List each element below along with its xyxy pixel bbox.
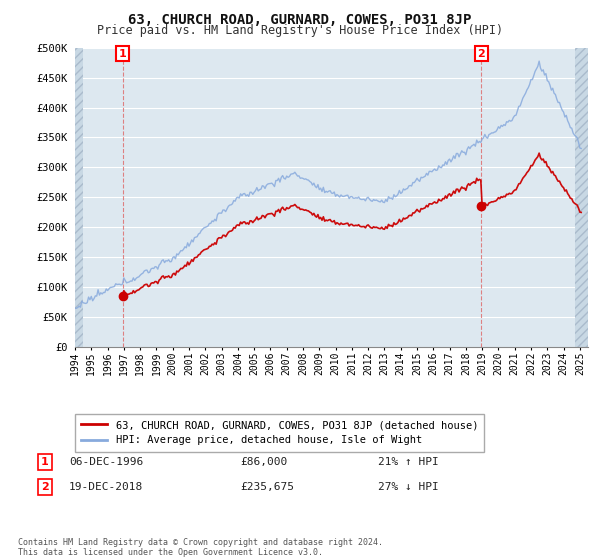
Text: 1: 1 (41, 457, 49, 467)
Text: 19-DEC-2018: 19-DEC-2018 (69, 482, 143, 492)
Text: 27% ↓ HPI: 27% ↓ HPI (378, 482, 439, 492)
Text: 1: 1 (119, 49, 127, 59)
Text: Price paid vs. HM Land Registry's House Price Index (HPI): Price paid vs. HM Land Registry's House … (97, 24, 503, 36)
Text: 21% ↑ HPI: 21% ↑ HPI (378, 457, 439, 467)
Text: £86,000: £86,000 (240, 457, 287, 467)
Text: 06-DEC-1996: 06-DEC-1996 (69, 457, 143, 467)
Text: £235,675: £235,675 (240, 482, 294, 492)
Text: 2: 2 (41, 482, 49, 492)
Bar (75, 48, 83, 347)
Text: 63, CHURCH ROAD, GURNARD, COWES, PO31 8JP: 63, CHURCH ROAD, GURNARD, COWES, PO31 8J… (128, 13, 472, 27)
Bar (575, 48, 591, 347)
Text: Contains HM Land Registry data © Crown copyright and database right 2024.
This d: Contains HM Land Registry data © Crown c… (18, 538, 383, 557)
Text: 2: 2 (478, 49, 485, 59)
Legend: 63, CHURCH ROAD, GURNARD, COWES, PO31 8JP (detached house), HPI: Average price, : 63, CHURCH ROAD, GURNARD, COWES, PO31 8J… (75, 414, 484, 451)
